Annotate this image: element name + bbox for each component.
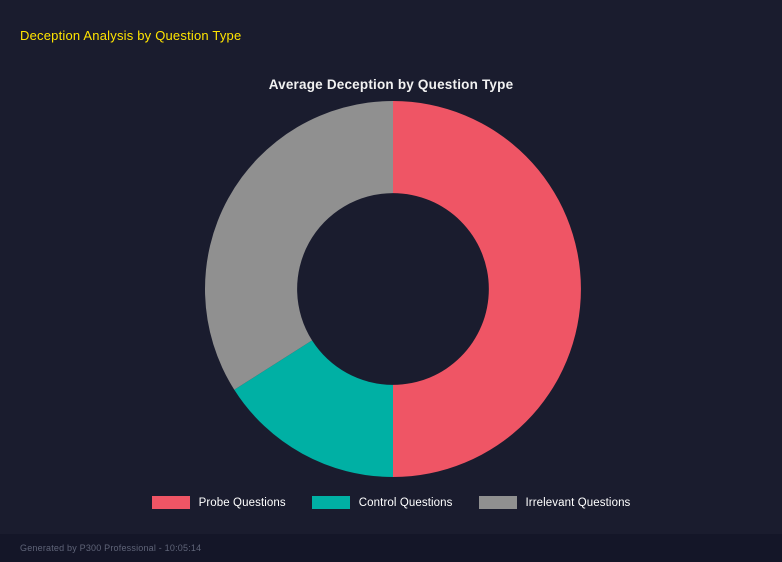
donut-chart [205, 101, 581, 477]
legend-swatch [478, 496, 517, 509]
footer-text: Generated by P300 Professional - 10:05:1… [20, 543, 202, 553]
legend-item-control-questions[interactable]: Control Questions [311, 496, 453, 509]
footer-bar: Generated by P300 Professional - 10:05:1… [0, 534, 782, 562]
legend-label: Probe Questions [198, 496, 286, 509]
donut-segment-control-questions[interactable] [234, 340, 393, 477]
chart-title: Average Deception by Question Type [268, 77, 514, 92]
legend-swatch [151, 496, 190, 509]
page-title: Deception Analysis by Question Type [20, 28, 242, 43]
donut-segment-irrelevant-questions[interactable] [205, 101, 393, 390]
legend-label: Irrelevant Questions [525, 496, 631, 509]
legend-item-probe-questions[interactable]: Probe Questions [151, 496, 286, 509]
legend-item-irrelevant-questions[interactable]: Irrelevant Questions [478, 496, 631, 509]
donut-segment-probe-questions[interactable] [393, 101, 581, 477]
legend-swatch [311, 496, 350, 509]
legend-label: Control Questions [358, 496, 453, 509]
chart-legend: Probe Questions Control Questions Irreleva… [0, 496, 782, 509]
